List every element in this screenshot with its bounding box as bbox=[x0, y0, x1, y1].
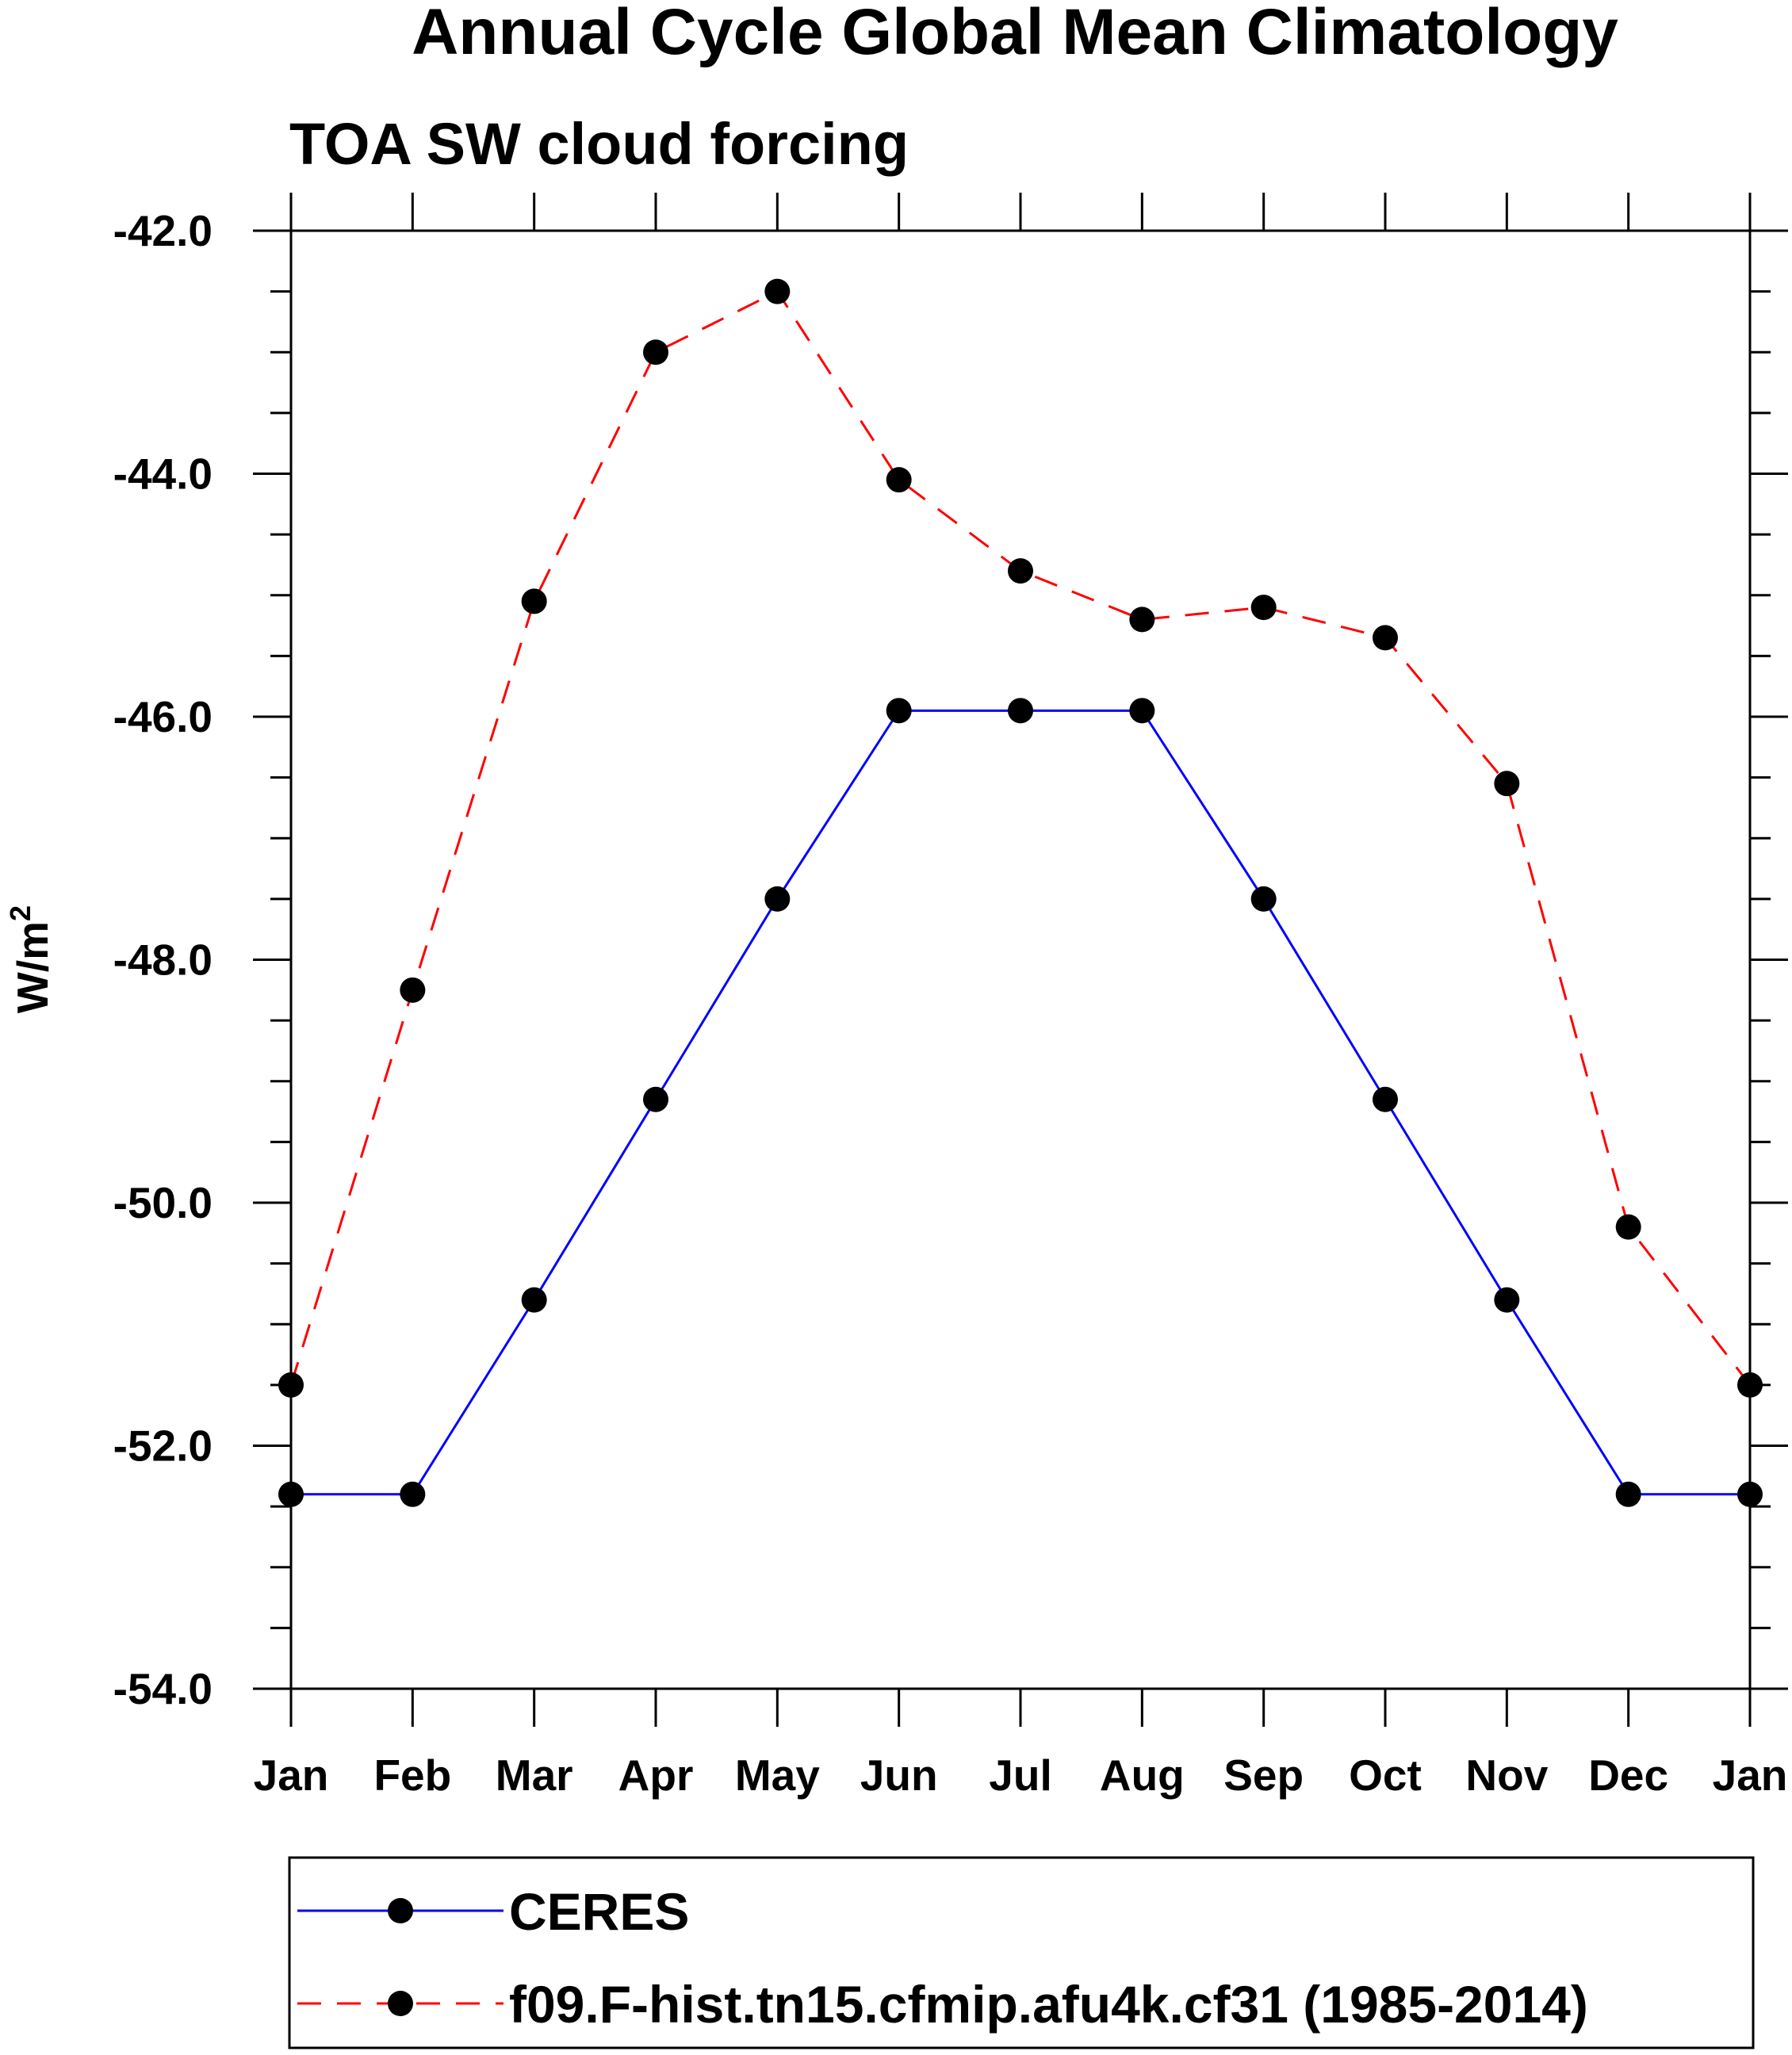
data-point-model bbox=[400, 977, 426, 1003]
data-point-ceres bbox=[1373, 1086, 1398, 1112]
data-point-model bbox=[278, 1372, 304, 1398]
data-point-model bbox=[1615, 1214, 1641, 1240]
x-tick-label: Apr bbox=[618, 1751, 694, 1800]
data-point-model bbox=[1373, 625, 1398, 651]
legend-label-ceres: CERES bbox=[509, 1882, 689, 1941]
x-tick-label: Dec bbox=[1588, 1751, 1668, 1800]
x-tick-label: Aug bbox=[1100, 1751, 1185, 1800]
data-point-model bbox=[1250, 595, 1277, 621]
data-point-ceres bbox=[1494, 1287, 1520, 1313]
data-point-ceres bbox=[1737, 1481, 1763, 1507]
data-point-model bbox=[886, 467, 912, 493]
data-point-model bbox=[1008, 558, 1033, 584]
data-point-model bbox=[1494, 771, 1520, 797]
data-point-ceres bbox=[1008, 698, 1033, 724]
y-tick-label: -52.0 bbox=[113, 1422, 213, 1471]
data-point-ceres bbox=[643, 1086, 668, 1112]
x-tick-label: Sep bbox=[1223, 1751, 1304, 1800]
data-point-ceres bbox=[1615, 1481, 1641, 1507]
y-tick-label: -50.0 bbox=[113, 1178, 213, 1227]
legend: CERES f09.F-hist.tn15.cfmip.afu4k.cf31 (1… bbox=[297, 1882, 1588, 2034]
x-tick-label: Jan bbox=[254, 1751, 329, 1800]
data-point-ceres bbox=[764, 886, 791, 912]
x-tick-label: Jan bbox=[1713, 1751, 1788, 1800]
data-point-model bbox=[1129, 607, 1155, 633]
legend-marker-ceres bbox=[388, 1898, 413, 1923]
data-point-model bbox=[764, 278, 791, 304]
chart-subtitle: TOA SW cloud forcing bbox=[289, 111, 909, 177]
axes: Jan Feb Mar Apr May Jun Jul Aug Sep Oct Nov Dec Jan-… bbox=[113, 193, 1788, 1800]
chart-title: Annual Cycle Global Mean Climatology bbox=[412, 0, 1618, 68]
x-tick-label: Jun bbox=[860, 1751, 938, 1800]
y-tick-label: -46.0 bbox=[113, 692, 213, 741]
data-point-ceres bbox=[886, 698, 912, 724]
legend-box bbox=[288, 1856, 1755, 2049]
y-tick-label: -54.0 bbox=[113, 1664, 213, 1713]
y-tick-label: -44.0 bbox=[113, 450, 213, 499]
y-tick-label: -48.0 bbox=[113, 936, 213, 985]
data-point-model bbox=[643, 339, 668, 365]
x-tick-label: Jul bbox=[989, 1751, 1051, 1800]
x-tick-label: Oct bbox=[1349, 1751, 1422, 1800]
x-tick-label: Nov bbox=[1465, 1751, 1548, 1800]
legend-label-model: f09.F-hist.tn15.cfmip.afu4k.cf31 (1985-2… bbox=[509, 1975, 1588, 2034]
data-point-ceres bbox=[278, 1481, 304, 1507]
y-axis-label-base: W/m bbox=[8, 921, 57, 1013]
data-point-ceres bbox=[521, 1287, 547, 1313]
data-point-model bbox=[1737, 1372, 1763, 1398]
x-tick-label: Feb bbox=[373, 1751, 451, 1800]
data-point-ceres bbox=[1129, 698, 1155, 724]
x-tick-label: Mar bbox=[496, 1751, 573, 1800]
legend-marker-model bbox=[388, 1991, 413, 2016]
y-axis-label: W/m2 bbox=[4, 905, 57, 1013]
y-axis-label-superscript: 2 bbox=[4, 905, 36, 921]
series-layer bbox=[278, 278, 1763, 1507]
x-tick-label: May bbox=[735, 1751, 820, 1800]
data-point-ceres bbox=[400, 1481, 426, 1507]
y-tick-label: -42.0 bbox=[113, 206, 213, 255]
data-point-ceres bbox=[1250, 886, 1277, 912]
data-point-model bbox=[521, 588, 547, 614]
